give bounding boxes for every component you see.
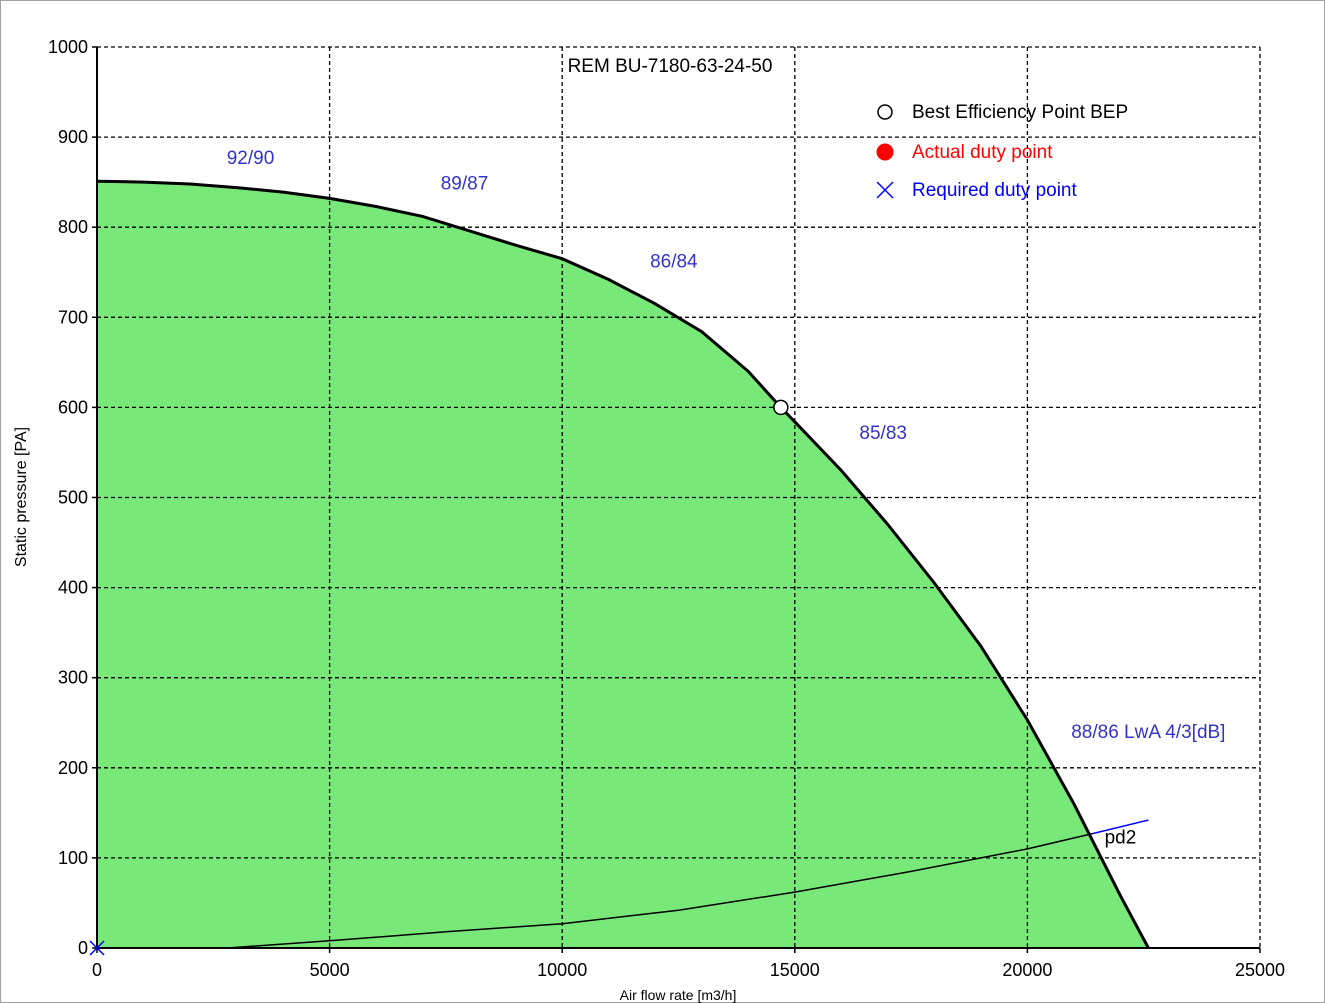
y-tick-label: 600 [58, 397, 88, 417]
y-tick-label: 0 [78, 938, 88, 958]
legend-label: Best Efficiency Point BEP [912, 102, 1128, 123]
legend-x-stroke [876, 181, 894, 199]
curve-annotation: 86/84 [650, 252, 698, 273]
legend-bep-marker [877, 104, 893, 120]
curve-annotation: 88/86 LwA 4/3[dB] [1071, 722, 1225, 743]
y-axis-label: Static pressure [PA] [13, 427, 30, 567]
x-tick-label: 10000 [537, 960, 587, 980]
y-tick-label: 900 [58, 127, 88, 147]
chart-title: REM BU-7180-63-24-50 [568, 56, 773, 77]
y-tick-label: 100 [58, 848, 88, 868]
y-tick-label: 1000 [48, 37, 88, 57]
legend: Best Efficiency Point BEP Actual duty poi… [876, 102, 1128, 201]
axes-layer: 0 5000 10000 15000 20000 25000 0 100 200 300 400 50… [48, 37, 1285, 980]
y-tick-label: 500 [58, 488, 88, 508]
x-tick-label: 0 [92, 960, 102, 980]
curve-annotation: pd2 [1105, 827, 1137, 848]
required-duty-point-stroke [89, 940, 105, 956]
x-tick-label: 25000 [1235, 960, 1285, 980]
operating-area-layer [97, 181, 1149, 948]
legend-required-duty-marker [876, 181, 894, 199]
y-tick-label: 200 [58, 758, 88, 778]
x-tick-label: 20000 [1002, 960, 1052, 980]
label-layer: 92/90 89/87 86/84 85/83 88/86 LwA 4/3[dB] pd2 [227, 148, 1226, 848]
operating-area-fill [97, 181, 1149, 948]
required-duty-point-marker [89, 940, 105, 956]
curve-annotation: 85/83 [859, 423, 907, 444]
x-tick-label: 5000 [310, 960, 350, 980]
y-tick-label: 400 [58, 578, 88, 598]
y-tick-label: 800 [58, 217, 88, 237]
curve-annotation: 89/87 [441, 173, 489, 194]
x-axis-label: Air flow rate [m3/h] [620, 987, 737, 1003]
grid-layer [97, 46, 1261, 948]
y-tick-label: 300 [58, 668, 88, 688]
y-tick-label: 700 [58, 307, 88, 327]
curve-annotation: 92/90 [227, 148, 275, 169]
fan-curve-line [96, 179, 1150, 949]
system-curve-extension [1092, 819, 1149, 835]
x-tick-label: 15000 [770, 960, 820, 980]
legend-label: Actual duty point [912, 142, 1053, 163]
system-curve-line [227, 832, 1093, 949]
bep-marker [773, 399, 789, 416]
legend-label: Required duty point [912, 180, 1077, 201]
legend-actual-duty-marker [876, 143, 894, 161]
curve-layer [89, 179, 1150, 956]
